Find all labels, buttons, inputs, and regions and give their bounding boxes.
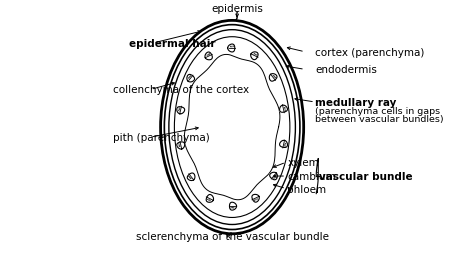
- Polygon shape: [252, 195, 259, 202]
- Text: pith (parenchyma): pith (parenchyma): [113, 133, 210, 142]
- Text: cortex (parenchyma): cortex (parenchyma): [315, 47, 424, 58]
- Text: between vascular bundles): between vascular bundles): [315, 114, 444, 123]
- Text: epidermis: epidermis: [211, 4, 263, 14]
- Polygon shape: [187, 75, 194, 83]
- Text: vascular bundle: vascular bundle: [319, 171, 412, 181]
- Polygon shape: [280, 106, 287, 113]
- Polygon shape: [177, 142, 185, 149]
- Polygon shape: [269, 74, 277, 82]
- Polygon shape: [251, 53, 258, 60]
- Polygon shape: [187, 173, 195, 181]
- Text: epidermal hair: epidermal hair: [129, 39, 216, 49]
- Text: (parenchyma cells in gaps: (parenchyma cells in gaps: [315, 107, 440, 116]
- Polygon shape: [270, 172, 277, 180]
- Text: collenchyma of the cortex: collenchyma of the cortex: [113, 85, 249, 95]
- Text: xylem: xylem: [287, 158, 319, 168]
- Text: medullary ray: medullary ray: [315, 98, 396, 107]
- Text: endodermis: endodermis: [315, 65, 377, 75]
- Text: cambium: cambium: [287, 171, 336, 181]
- Polygon shape: [177, 107, 185, 114]
- Text: sclerenchyma of the vascular bundle: sclerenchyma of the vascular bundle: [136, 231, 328, 241]
- Polygon shape: [205, 53, 212, 60]
- Text: phloem: phloem: [287, 184, 327, 194]
- Polygon shape: [280, 141, 287, 148]
- Polygon shape: [206, 195, 213, 202]
- Polygon shape: [229, 202, 237, 210]
- Polygon shape: [228, 45, 235, 53]
